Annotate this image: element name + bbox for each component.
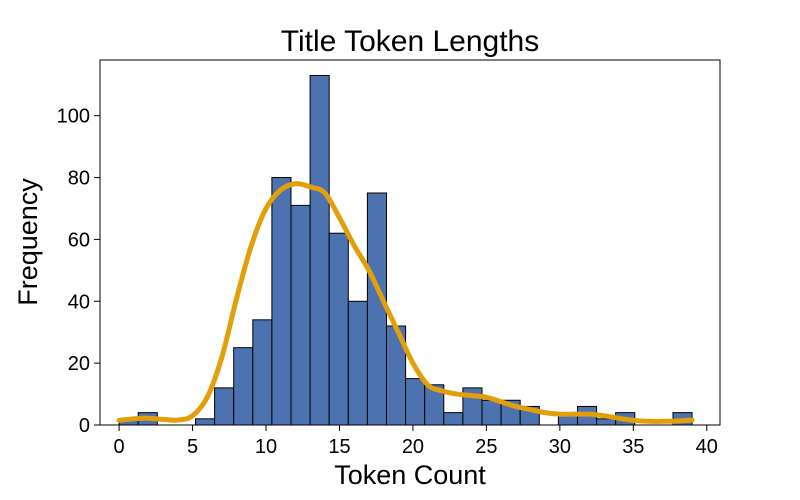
kde-group xyxy=(116,181,695,424)
kde-line xyxy=(116,181,695,424)
x-tick-label: 30 xyxy=(549,436,571,458)
histogram-bar xyxy=(328,232,349,426)
bars-group xyxy=(118,74,693,426)
y-tick-label: 80 xyxy=(68,168,90,190)
histogram-bar xyxy=(443,412,464,426)
histogram-bar xyxy=(233,347,254,426)
y-tick-label: 0 xyxy=(79,415,90,437)
x-tick-label: 40 xyxy=(696,436,718,458)
histogram-bar xyxy=(309,74,330,426)
y-tick-label: 60 xyxy=(68,229,90,251)
histogram-bar xyxy=(481,399,502,426)
histogram-bar xyxy=(194,418,216,426)
y-tick-label: 20 xyxy=(68,353,90,375)
x-axis-label: Token Count xyxy=(334,460,486,490)
x-tick-label: 5 xyxy=(187,436,198,458)
y-axis: 0 20 40 60 80 100 xyxy=(57,106,100,437)
x-tick-label: 0 xyxy=(114,436,125,458)
x-tick-label: 25 xyxy=(475,436,497,458)
y-tick-label: 100 xyxy=(57,106,90,128)
y-axis-label: Frequency xyxy=(13,178,43,306)
y-tick-label: 40 xyxy=(68,291,90,313)
x-tick-label: 15 xyxy=(328,436,350,458)
plot-frame xyxy=(99,59,721,426)
histogram-bar xyxy=(271,177,292,426)
x-tick-label: 35 xyxy=(622,436,644,458)
histogram-bar xyxy=(347,300,368,426)
histogram-bar xyxy=(405,378,426,426)
histogram-bar xyxy=(214,387,235,426)
x-tick-label: 10 xyxy=(255,436,277,458)
histogram-bar xyxy=(290,204,311,426)
histogram-bar xyxy=(252,319,273,426)
x-axis: 0 5 10 15 20 25 30 35 40 xyxy=(114,425,718,458)
histogram-bar xyxy=(366,192,387,426)
chart-title: Title Token Lengths xyxy=(281,25,540,58)
histogram-bar xyxy=(596,418,617,426)
x-tick-label: 20 xyxy=(402,436,424,458)
